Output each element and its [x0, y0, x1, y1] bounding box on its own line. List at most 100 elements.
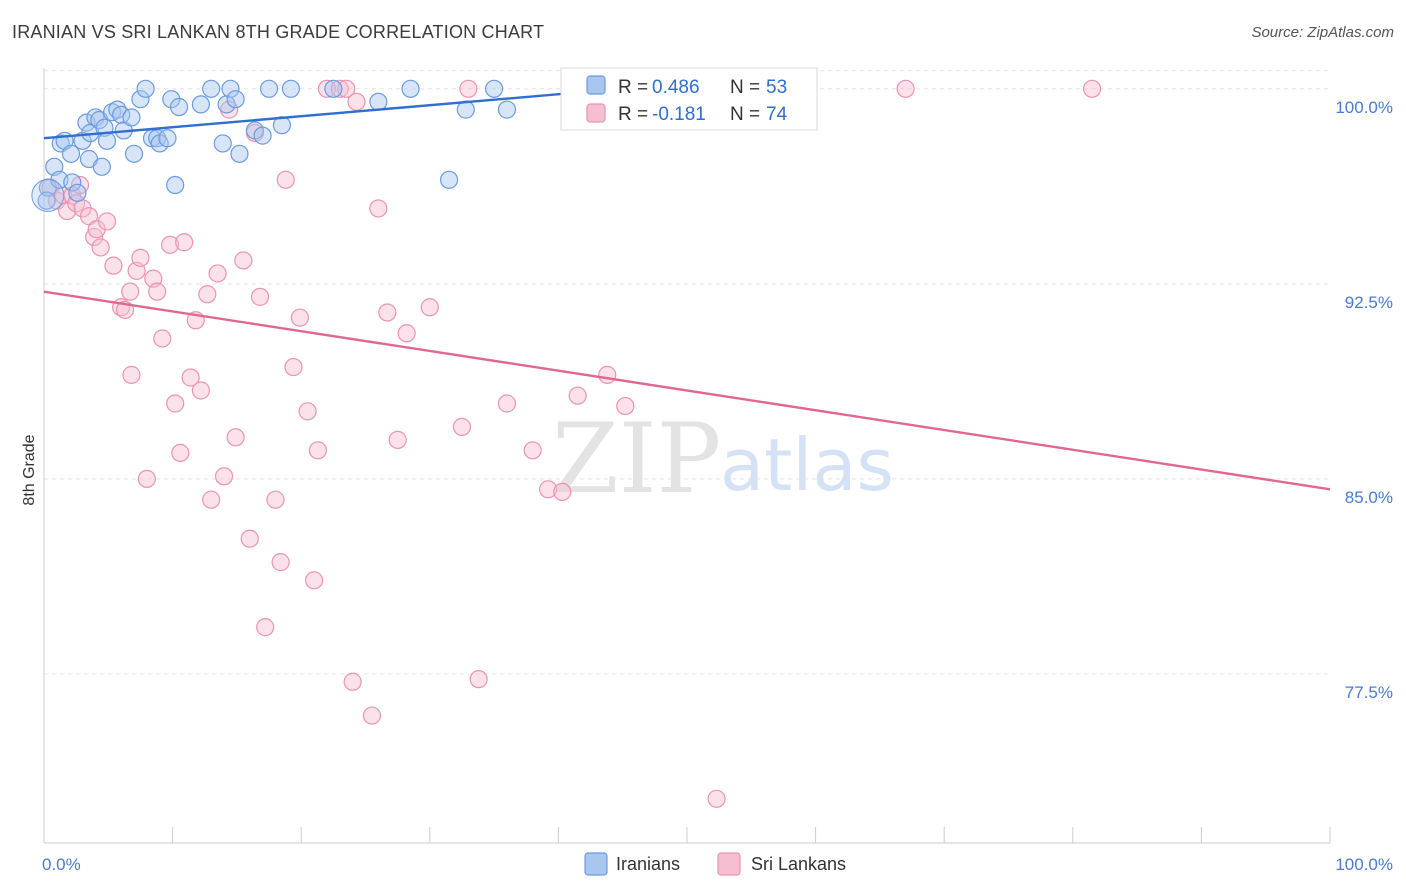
point-iranians	[281, 79, 301, 98]
watermark-atlas: atlas	[720, 423, 894, 507]
legend-r-label-srilankans: R =	[618, 104, 648, 125]
point-iranians	[324, 79, 343, 98]
point-srilankans	[181, 368, 200, 387]
bottom-legend-swatch-srilankans	[717, 852, 741, 876]
point-srilankans	[208, 264, 227, 283]
point-srilankans	[362, 706, 382, 725]
watermark-zip: ZIP	[552, 403, 721, 515]
point-srilankans	[388, 430, 407, 449]
chart-title: IRANIAN VS SRI LANKAN 8TH GRADE CORRELAT…	[12, 22, 545, 42]
point-iranians	[401, 79, 420, 98]
series-srilankans-points	[41, 79, 1102, 808]
legend-n-value-srilankans: 74	[766, 104, 788, 125]
point-srilankans	[266, 490, 285, 509]
point-srilankans	[220, 100, 239, 119]
point-srilankans	[175, 233, 194, 252]
point-srilankans	[459, 79, 478, 98]
series-iranians-points	[31, 79, 619, 212]
point-srilankans	[198, 285, 217, 304]
point-iranians	[68, 183, 87, 202]
y-tick-label: 85.0%	[1345, 488, 1393, 507]
point-srilankans	[452, 417, 472, 436]
point-srilankans	[214, 467, 234, 486]
point-iranians	[131, 90, 150, 109]
point-srilankans	[369, 199, 388, 218]
point-srilankans	[1082, 79, 1102, 98]
point-srilankans	[284, 357, 303, 377]
y-axis-label: 8th Grade	[21, 434, 38, 505]
point-srilankans	[707, 789, 726, 808]
bottom-legend-swatch-iranians	[584, 852, 608, 876]
point-srilankans	[298, 402, 317, 421]
point-iranians	[169, 97, 189, 117]
point-srilankans	[497, 394, 517, 413]
point-srilankans	[256, 618, 275, 637]
x-tick-label: 0.0%	[42, 855, 81, 874]
point-iranians	[122, 108, 141, 127]
point-iranians	[213, 134, 232, 153]
point-srilankans	[137, 469, 156, 489]
y-tick-labels: 100.0% 92.5% 85.0% 77.5%	[1335, 98, 1393, 702]
point-srilankans	[553, 482, 572, 502]
point-srilankans	[616, 396, 635, 416]
point-iranians	[124, 144, 144, 163]
y-tick-label: 92.5%	[1345, 293, 1393, 312]
point-srilankans	[226, 428, 245, 447]
point-iranians-large	[31, 178, 65, 212]
point-srilankans	[202, 490, 221, 509]
point-iranians	[226, 90, 245, 109]
legend-n-label-iranians: N =	[730, 77, 760, 98]
x-tick-labels: 0.0% 100.0%	[42, 855, 1393, 874]
point-iranians	[37, 191, 56, 210]
point-srilankans	[343, 672, 362, 691]
point-srilankans	[347, 92, 366, 111]
bottom-legend-label-iranians: Iranians	[616, 854, 680, 874]
legend-swatch-srilankans	[586, 103, 606, 123]
point-srilankans	[166, 394, 185, 413]
point-srilankans	[153, 329, 172, 348]
point-srilankans	[397, 324, 416, 343]
point-srilankans	[97, 212, 117, 231]
point-iranians	[136, 79, 155, 98]
point-srilankans	[276, 170, 295, 189]
point-srilankans	[240, 529, 259, 548]
point-iranians	[73, 131, 92, 150]
point-srilankans	[378, 303, 397, 322]
point-iranians	[259, 79, 279, 98]
point-srilankans	[337, 79, 356, 98]
point-srilankans	[598, 365, 617, 384]
legend-r-value-iranians: 0.486	[652, 77, 700, 98]
point-srilankans	[160, 235, 180, 254]
bottom-legend-label-srilankans: Sri Lankans	[751, 854, 846, 874]
legend-swatch-iranians	[586, 75, 606, 95]
point-srilankans	[896, 79, 915, 98]
point-iranians	[158, 129, 177, 148]
legend-n-label-srilankans: N =	[730, 104, 760, 125]
point-iranians	[97, 131, 117, 150]
point-srilankans	[191, 381, 210, 400]
point-iranians	[92, 157, 111, 176]
point-srilankans	[234, 251, 253, 270]
point-srilankans	[91, 238, 110, 257]
legend-n-value-iranians: 53	[766, 77, 787, 98]
point-iranians	[221, 79, 240, 98]
point-srilankans	[568, 386, 587, 405]
y-tick-label: 100.0%	[1335, 98, 1393, 117]
y-tick-label: 77.5%	[1345, 683, 1393, 702]
point-iranians	[166, 175, 185, 195]
point-iranians	[112, 105, 131, 124]
series-legend: Iranians Sri Lankans	[584, 852, 846, 876]
point-srilankans	[250, 287, 270, 306]
legend-r-label-iranians: R =	[618, 77, 648, 98]
point-iranians	[202, 79, 221, 98]
point-iranians	[253, 126, 272, 145]
point-iranians	[162, 90, 181, 109]
point-iranians	[369, 92, 388, 111]
point-srilankans	[122, 365, 141, 384]
point-srilankans	[330, 79, 349, 98]
point-srilankans	[104, 256, 123, 275]
point-srilankans	[290, 308, 310, 327]
point-srilankans	[121, 282, 140, 301]
source-label: Source: ZipAtlas.com	[1251, 24, 1394, 41]
point-srilankans	[317, 79, 337, 98]
